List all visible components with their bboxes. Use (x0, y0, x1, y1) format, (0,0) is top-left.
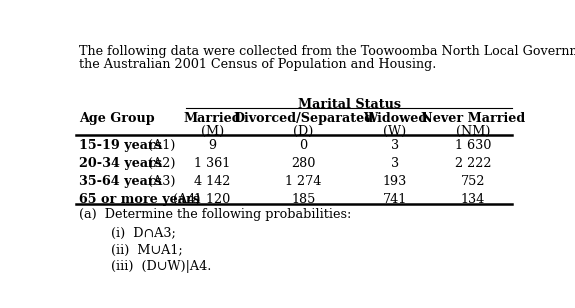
Text: 1 630: 1 630 (455, 140, 491, 152)
Text: 3: 3 (391, 157, 399, 170)
Text: (NM): (NM) (455, 125, 490, 138)
Text: (iii)  (D∪W)|A4.: (iii) (D∪W)|A4. (111, 260, 212, 274)
Text: the Australian 2001 Census of Population and Housing.: the Australian 2001 Census of Population… (79, 58, 437, 71)
Text: (W): (W) (384, 125, 407, 138)
Text: 741: 741 (383, 193, 407, 206)
Text: 20-34 years: 20-34 years (79, 157, 163, 170)
Text: (D): (D) (293, 125, 314, 138)
Text: (a)  Determine the following probabilities:: (a) Determine the following probabilitie… (79, 208, 352, 221)
Text: 280: 280 (292, 157, 316, 170)
Text: 1 274: 1 274 (285, 175, 322, 188)
Text: 65 or more years: 65 or more years (79, 193, 200, 206)
Text: Marital Status: Marital Status (297, 98, 401, 111)
Text: 752: 752 (461, 175, 485, 188)
Text: 4 142: 4 142 (194, 175, 231, 188)
Text: (M): (M) (201, 125, 224, 138)
Text: (ii)  M∪A1;: (ii) M∪A1; (111, 244, 183, 257)
Text: 1 120: 1 120 (194, 193, 231, 206)
Text: (A4): (A4) (168, 193, 200, 206)
Text: Age Group: Age Group (79, 112, 155, 125)
Text: 9: 9 (208, 140, 216, 152)
Text: (i)  D∩A3;: (i) D∩A3; (111, 227, 176, 240)
Text: Widowed: Widowed (363, 112, 427, 125)
Text: 193: 193 (383, 175, 407, 188)
Text: Divorced/Separated: Divorced/Separated (233, 112, 374, 125)
Text: 15-19 years: 15-19 years (79, 140, 162, 152)
Text: 1 361: 1 361 (194, 157, 231, 170)
Text: (A1): (A1) (144, 140, 175, 152)
Text: 185: 185 (292, 193, 316, 206)
Text: 0: 0 (300, 140, 308, 152)
Text: Married: Married (183, 112, 241, 125)
Text: 2 222: 2 222 (455, 157, 491, 170)
Text: (A2): (A2) (144, 157, 175, 170)
Text: (A3): (A3) (144, 175, 175, 188)
Text: The following data were collected from the Toowoomba North Local Government Area: The following data were collected from t… (79, 45, 575, 58)
Text: Never Married: Never Married (421, 112, 525, 125)
Text: 35-64 years: 35-64 years (79, 175, 162, 188)
Text: 134: 134 (461, 193, 485, 206)
Text: 3: 3 (391, 140, 399, 152)
